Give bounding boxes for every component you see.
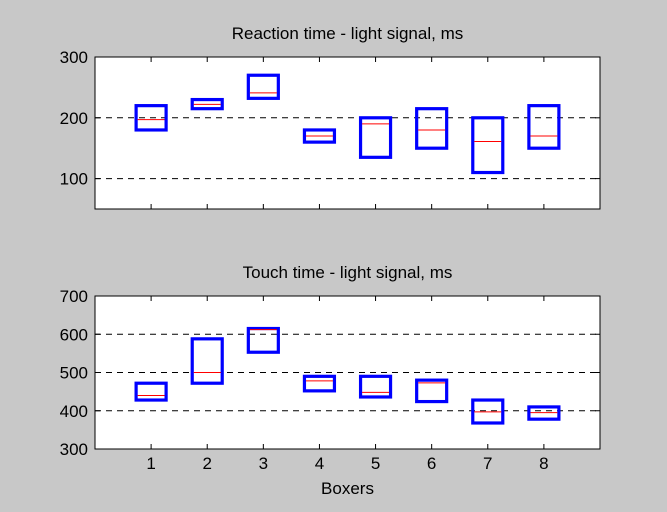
x-tick-label: 7: [483, 454, 492, 473]
box-3: [246, 326, 280, 354]
y-tick-label: 300: [60, 440, 88, 459]
x-axis-label: Boxers: [321, 479, 374, 498]
chart-title: Touch time - light signal, ms: [243, 263, 453, 282]
chart-2: 300 400 500 600 700 1 2 3 4 5 6 7 8 Touch time - ligh…: [60, 263, 601, 498]
y-tick-label: 500: [60, 364, 88, 383]
box-5: [358, 374, 393, 399]
box-3: [246, 73, 280, 100]
chart-1: 100 200 300 Reaction time - light signal, m…: [60, 24, 601, 210]
box-4: [302, 374, 337, 393]
x-tick-label: 1: [146, 454, 155, 473]
box-1: [134, 381, 168, 402]
box-6: [415, 378, 449, 404]
y-tick-label: 600: [60, 325, 88, 344]
chart-title: Reaction time - light signal, ms: [232, 24, 463, 43]
box-7: [471, 116, 505, 175]
box-6: [415, 107, 449, 150]
x-tick-label: 3: [259, 454, 268, 473]
plot-area: [95, 57, 600, 209]
box-7: [471, 398, 505, 425]
box-8: [527, 405, 561, 421]
axes-frame: [94, 56, 601, 210]
x-tick-label: 2: [202, 454, 211, 473]
box-2: [190, 337, 224, 385]
y-tick-label: 300: [60, 48, 88, 67]
box-2: [190, 97, 224, 111]
box-8: [527, 104, 561, 150]
x-tick-label: 6: [427, 454, 436, 473]
y-tick-label: 100: [60, 170, 88, 189]
y-tick-label: 700: [60, 287, 88, 306]
box-1: [134, 104, 168, 132]
box-4: [302, 128, 337, 144]
x-tick-label: 8: [539, 454, 548, 473]
y-tick-label: 400: [60, 402, 88, 421]
x-tick-label: 4: [315, 454, 324, 473]
box-5: [358, 116, 393, 159]
x-tick-label: 5: [371, 454, 380, 473]
y-tick-label: 200: [60, 109, 88, 128]
